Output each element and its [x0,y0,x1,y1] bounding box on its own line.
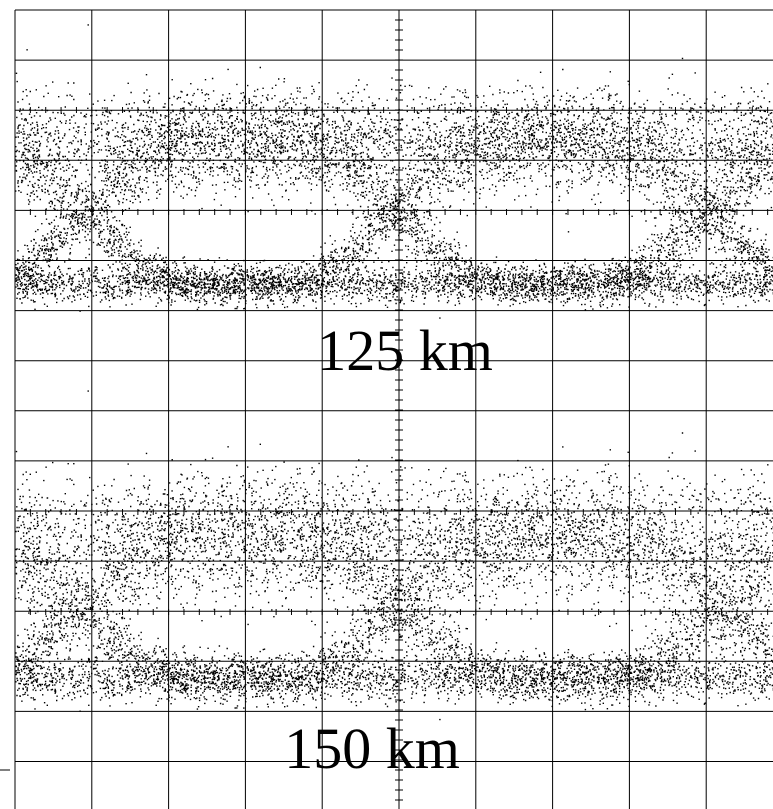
oscilloscope-screen: 125 km 150 km [0,0,773,809]
distance-label: 150 km [284,716,460,781]
distance-label: 125 km [317,318,493,383]
page: 125 km 150 km (() => { const data = JSON… [0,0,773,809]
